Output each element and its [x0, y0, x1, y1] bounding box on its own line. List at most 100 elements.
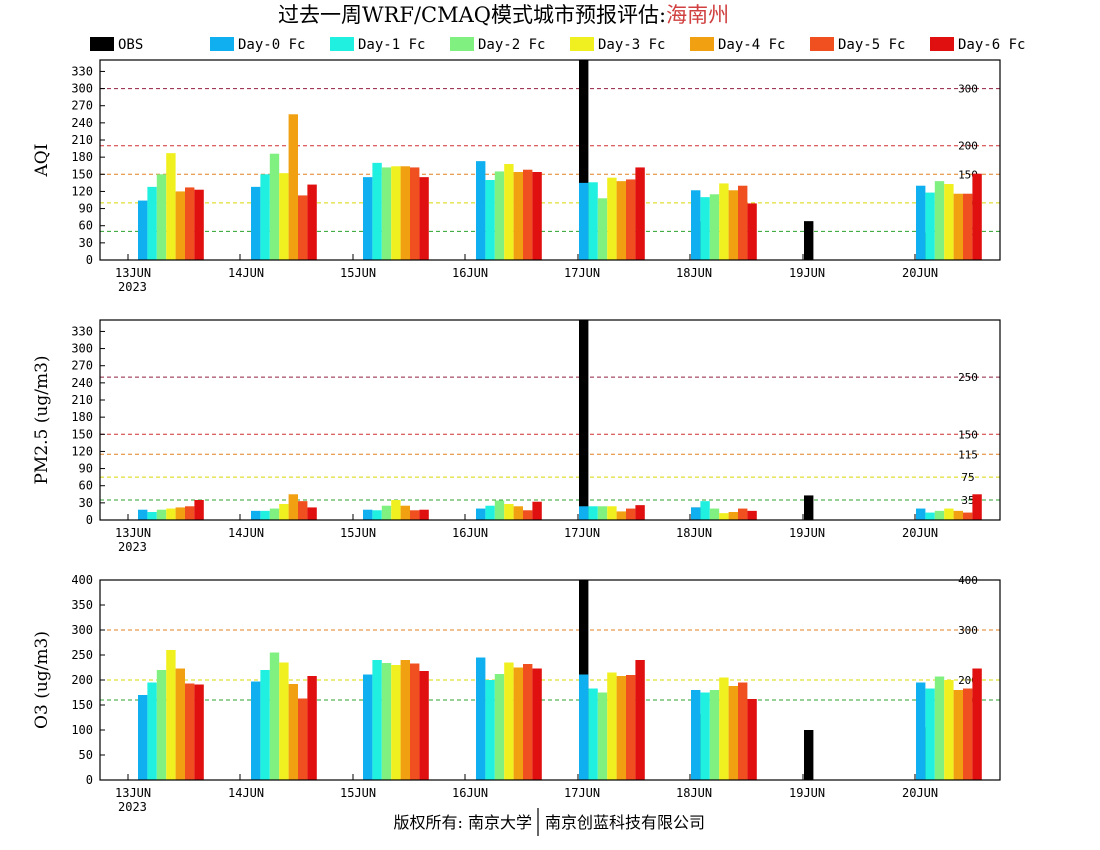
bar-1-6-1 [298, 501, 308, 520]
bar-1-1-0 [138, 509, 148, 520]
bar-1-2-2 [372, 510, 382, 520]
y-tick-label-0-11: 330 [71, 64, 93, 78]
y-tick-label-0-10: 300 [71, 82, 93, 96]
bar-1-4-3 [504, 504, 514, 520]
y-tick-label-2-0: 0 [86, 773, 93, 787]
legend-label-5: Day-4 Fc [718, 37, 785, 53]
bar-0-2-5 [700, 197, 710, 260]
bar-0-5-2 [400, 166, 410, 260]
panel-2: 16020030040005010015020025030035040013JU… [32, 573, 1001, 814]
bar-1-3-4 [597, 506, 608, 520]
bar-0-2-7 [925, 192, 935, 260]
bar-1-1-3 [476, 508, 486, 520]
bar-1-5-7 [953, 510, 963, 520]
bar-1-5-3 [513, 506, 523, 520]
y-tick-label-2-7: 350 [71, 598, 93, 612]
legend: OBS Day-0 Fc Day-1 Fc Day-2 Fc Day-3 Fc Day-4… [90, 37, 1025, 53]
x-year-label-1: 2023 [118, 540, 147, 554]
threshold-label-1-2: 115 [958, 448, 978, 461]
panel-0: 5010015020030003060901201501802102402703… [32, 59, 1001, 294]
bar-2-5-7 [953, 690, 963, 780]
bar-1-2-1 [260, 510, 270, 520]
y-tick-label-2-4: 200 [71, 673, 93, 687]
bar-2-1-5 [691, 690, 701, 780]
bar-0-5-3 [513, 172, 523, 260]
bar-1-7-3 [532, 501, 542, 520]
bar-2-3-1 [269, 652, 280, 780]
threshold-label-1-4: 250 [958, 371, 978, 384]
y-tick-label-2-3: 150 [71, 698, 93, 712]
legend-swatch-0 [90, 37, 114, 51]
legend-label-7: Day-6 Fc [958, 37, 1025, 53]
bar-0-3-5 [709, 194, 720, 260]
bar-1-2-3 [485, 505, 495, 520]
x-tick-label-2-0: 13JUN [115, 786, 151, 800]
bar-0-5-4 [616, 181, 626, 260]
bar-2-1-7 [916, 682, 926, 780]
bar-2-6-7 [963, 688, 973, 780]
bar-2-4-0 [166, 650, 176, 780]
bar-2-7-0 [194, 684, 204, 780]
bar-0-5-0 [175, 191, 185, 260]
figure-title-prefix: 过去一周WRF/CMAQ模式城市预报评估: [278, 3, 666, 27]
bar-2-2-7 [925, 688, 935, 780]
bar-1-3-0 [156, 509, 167, 520]
y-tick-label-0-1: 30 [79, 236, 93, 250]
bar-2-6-0 [185, 683, 195, 780]
legend-swatch-7 [930, 37, 954, 51]
bar-0-4-4 [607, 177, 617, 260]
y-axis-label-1: PM2.5 (ug/m3) [32, 355, 52, 484]
bar-1-5-5 [728, 512, 738, 520]
bar-0-0-6 [804, 221, 814, 260]
bar-0-4-0 [166, 153, 176, 260]
x-tick-label-2-2: 15JUN [340, 786, 376, 800]
bar-1-2-0 [147, 512, 157, 520]
x-tick-label-0-2: 15JUN [340, 266, 376, 280]
legend-label-4: Day-3 Fc [598, 37, 665, 53]
bar-2-3-4 [597, 692, 608, 780]
bar-2-7-2 [419, 671, 429, 780]
x-tick-label-1-2: 15JUN [340, 526, 376, 540]
bar-0-2-4 [588, 182, 598, 260]
bar-1-4-0 [166, 508, 176, 520]
bar-2-2-4 [588, 688, 598, 780]
x-tick-label-2-1: 14JUN [228, 786, 264, 800]
bar-1-3-2 [381, 505, 392, 520]
footer-copyright: 版权所有: 南京大学 [394, 813, 532, 832]
y-tick-label-1-10: 300 [71, 342, 93, 356]
bar-1-6-4 [626, 508, 636, 520]
figure-title-city: 海南州 [666, 3, 729, 27]
x-tick-label-1-1: 14JUN [228, 526, 264, 540]
figure-title: 过去一周WRF/CMAQ模式城市预报评估:海南州 [278, 3, 729, 27]
bar-2-4-3 [504, 662, 514, 780]
chart-panels: 5010015020030003060901201501802102402703… [32, 59, 1001, 814]
bar-1-3-3 [494, 500, 505, 520]
x-tick-label-1-0: 13JUN [115, 526, 151, 540]
threshold-label-0-4: 300 [958, 83, 978, 96]
bar-1-7-1 [307, 507, 317, 520]
bar-1-2-4 [588, 506, 598, 520]
x-year-label-2: 2023 [118, 800, 147, 814]
bar-2-7-7 [972, 668, 982, 780]
bar-0-5-7 [953, 193, 963, 260]
legend-label-3: Day-2 Fc [478, 37, 545, 53]
legend-swatch-5 [690, 37, 714, 51]
legend-swatch-3 [450, 37, 474, 51]
bar-2-4-7 [944, 680, 954, 780]
x-tick-label-0-0: 13JUN [115, 266, 151, 280]
threshold-label-1-1: 75 [961, 471, 974, 484]
bars-1 [138, 320, 982, 520]
legend-label-6: Day-5 Fc [838, 37, 905, 53]
bar-2-2-3 [485, 680, 495, 780]
bar-2-4-4 [607, 672, 617, 780]
footer-company: 南京创蓝科技有限公司 [545, 813, 705, 832]
bar-0-3-0 [156, 174, 167, 260]
legend-swatch-4 [570, 37, 594, 51]
bar-0-1-3 [476, 161, 486, 260]
y-tick-label-2-5: 250 [71, 648, 93, 662]
bar-2-4-5 [719, 677, 729, 780]
legend-label-0: OBS [118, 37, 143, 53]
bar-0-1-7 [916, 185, 926, 260]
bar-1-4-4 [607, 506, 617, 520]
bar-1-0-6 [804, 495, 814, 520]
